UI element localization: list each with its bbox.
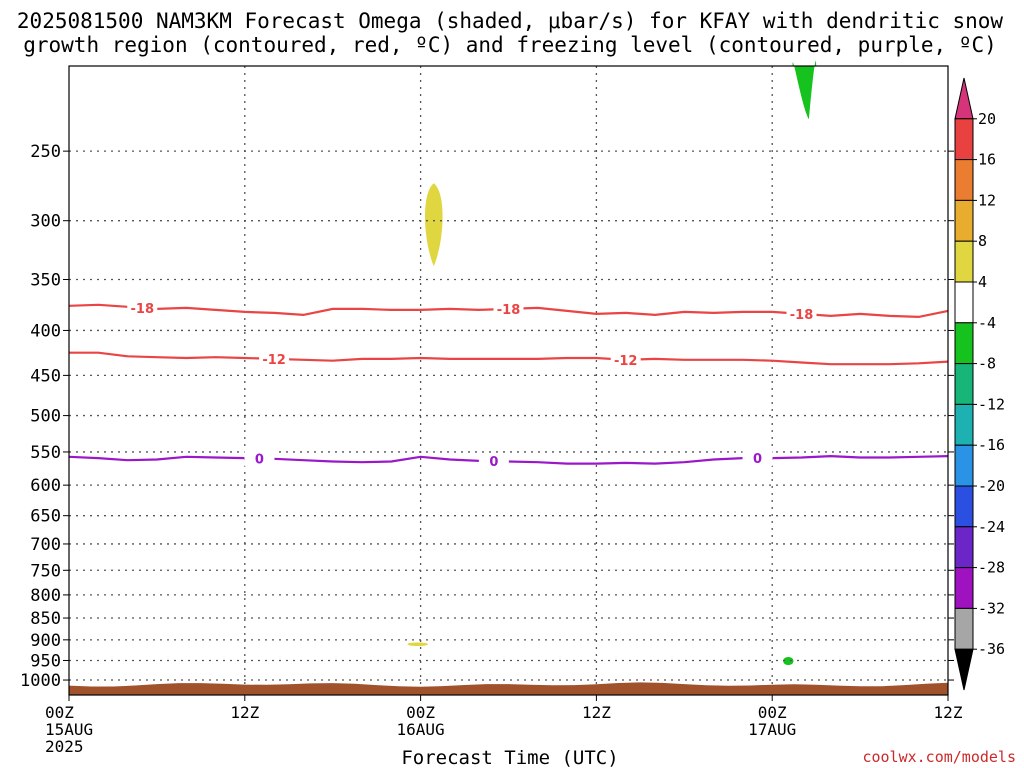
colorbar-label: 16 (978, 151, 996, 169)
contour-line-minus12 (69, 351, 949, 366)
omega-shaded-region (783, 656, 794, 666)
colorbar-segment (954, 607, 974, 650)
colorbar-label: -36 (978, 640, 1005, 658)
y-tick-label: 750 (30, 561, 61, 581)
x-tick-label: 15AUG (45, 720, 93, 739)
contour-label-bg (610, 351, 641, 368)
y-tick-label: 850 (30, 609, 61, 629)
contour-label: 0 (753, 452, 762, 467)
contour-label-bg (478, 453, 509, 470)
y-tick-label: 550 (30, 443, 61, 463)
omega-shaded-region (424, 183, 443, 267)
chart-title-line-2: growth region (contoured, red, ºC) and f… (23, 33, 997, 57)
colorbar-segment (954, 363, 974, 405)
contour-label-bg (742, 450, 773, 467)
plot-area: -18 -18 -18 -12 -12 0 0 0 250 300 350 400 450 500 550 6… (20, 60, 963, 756)
credit-text: coolwx.com/models (862, 748, 1016, 766)
y-tick-label: 900 (30, 631, 61, 651)
colorbar-label: -28 (978, 559, 1005, 577)
colorbar-label: -8 (978, 355, 996, 373)
x-axis-label: Forecast Time (UTC) (401, 747, 618, 768)
x-tick-label: 2025 (45, 737, 84, 756)
chart-title-line-1: 2025081500 NAM3KM Forecast Omega (shaded… (17, 9, 1004, 33)
y-tick-label: 600 (30, 476, 61, 496)
contour-label-bg (127, 299, 158, 316)
y-tick-label: 950 (30, 651, 61, 671)
colorbar-label: -24 (978, 518, 1005, 536)
contour-label: 0 (489, 455, 498, 470)
x-tick-label: 00Z (758, 703, 787, 722)
plot-background (69, 66, 948, 695)
x-tick-label: 00Z (45, 703, 74, 722)
contour-label: -18 (497, 303, 521, 318)
plot-frame (68, 65, 949, 696)
omega-shaded-region (407, 642, 428, 646)
colorbar-label: 8 (978, 232, 987, 250)
contour-label-bg (786, 305, 817, 322)
colorbar-segment-bottom (954, 648, 974, 691)
x-tick-label: 12Z (230, 703, 259, 722)
colorbar-segment (954, 159, 974, 201)
colorbar-label: 12 (978, 191, 996, 209)
y-tick-label: 1000 (20, 671, 61, 691)
y-tick-label: 800 (30, 586, 61, 606)
colorbar-segment (954, 485, 974, 528)
colorbar-segment (954, 240, 974, 283)
y-tick-label: 250 (30, 142, 61, 162)
colorbar-label: -4 (978, 314, 996, 332)
y-tick-label: 650 (30, 507, 61, 527)
colorbar-label: -32 (978, 599, 1005, 617)
colorbar-segment (954, 444, 974, 487)
colorbar-segment (954, 118, 974, 161)
omega-shaded-region (792, 60, 817, 120)
x-tick-label: 12Z (934, 703, 963, 722)
y-tick-label: 300 (30, 212, 61, 232)
x-tick-label: 00Z (406, 703, 435, 722)
y-tick-label: 450 (30, 366, 61, 386)
contour-label: -18 (790, 308, 814, 323)
colorbar-segment (954, 526, 974, 569)
y-tick-label: 400 (30, 321, 61, 341)
colorbar-segment (954, 199, 974, 242)
colorbar-segment (954, 322, 974, 365)
colorbar-label: 4 (978, 273, 987, 291)
y-tick-label: 700 (30, 535, 61, 555)
colorbar-label: -20 (978, 477, 1005, 495)
colorbar-label: -12 (978, 395, 1005, 413)
x-tick-label: 12Z (582, 703, 611, 722)
terrain-fill (69, 682, 948, 695)
contour-label: -18 (131, 302, 155, 317)
y-tick-label: 350 (30, 271, 61, 291)
colorbar: 20 16 12 8 4 -4 -8 -12 -16 -20 -24 -28 -32 -36 (954, 77, 1005, 691)
colorbar-segment (954, 281, 974, 324)
x-tick-label: 17AUG (748, 720, 796, 739)
contour-label-bg (493, 300, 524, 317)
colorbar-segment (954, 403, 974, 446)
y-tick-label: 500 (30, 407, 61, 427)
contour-label: -12 (262, 353, 286, 368)
contour-label-bg (244, 450, 275, 467)
contour-label: 0 (255, 452, 264, 467)
contour-label-bg (259, 350, 290, 367)
colorbar-label: -16 (978, 436, 1005, 454)
x-tick-label: 16AUG (397, 720, 445, 739)
colorbar-segment (954, 567, 974, 609)
colorbar-label: 20 (978, 110, 996, 128)
colorbar-segment-top (954, 77, 974, 120)
contour-label: -12 (614, 354, 638, 369)
